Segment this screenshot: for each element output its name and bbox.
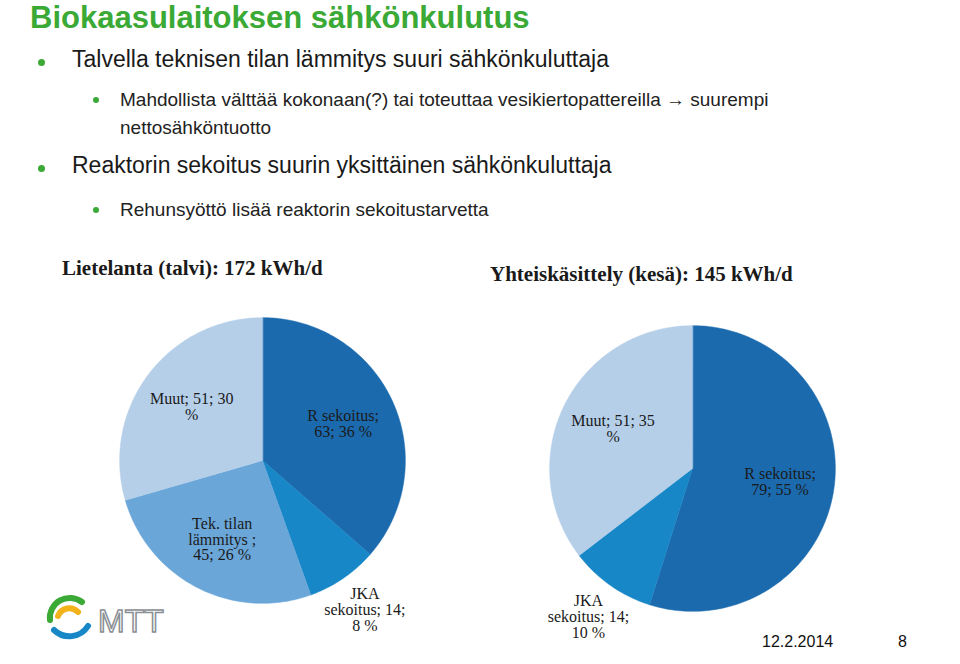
svg-text:MTT: MTT bbox=[98, 603, 164, 639]
svg-text:Tek. tilanlämmitys ;45; 26 %: Tek. tilanlämmitys ;45; 26 % bbox=[188, 515, 256, 564]
html-text:Mahdollista välttää kokonaan(?: Mahdollista välttää kokonaan(?) tai tote… bbox=[120, 89, 769, 138]
html-text:Yhteiskäsittely (kesä): 145 kW: Yhteiskäsittely (kesä): 145 kWh/d bbox=[490, 262, 793, 286]
svg-text:R sekoitus;79; 55 %: R sekoitus;79; 55 % bbox=[744, 465, 816, 498]
html-text:Reaktorin sekoitus suurin yksi: Reaktorin sekoitus suurin yksittäinen sä… bbox=[72, 152, 612, 178]
svg-text:Muut; 51; 30%: Muut; 51; 30% bbox=[150, 390, 234, 423]
svg-text:R sekoitus;63; 36 %: R sekoitus;63; 36 % bbox=[307, 407, 379, 440]
html-text:Talvella teknisen tilan lämmit: Talvella teknisen tilan lämmitys suuri s… bbox=[72, 46, 609, 72]
html-text:12.2.2014: 12.2.2014 bbox=[762, 633, 834, 650]
svg-text:Muut; 51; 35%: Muut; 51; 35% bbox=[571, 412, 655, 445]
html-text:Biokaasulaitoksen sähkönkulutu: Biokaasulaitoksen sähkönkulutus bbox=[30, 0, 530, 35]
svg-text:JKAsekoitus; 14;8 %: JKAsekoitus; 14;8 % bbox=[324, 585, 405, 634]
html-text:Lietelanta (talvi): 172 kWh/d: Lietelanta (talvi): 172 kWh/d bbox=[62, 256, 323, 280]
svg-text:JKAsekoitus; 14;10 %: JKAsekoitus; 14;10 % bbox=[548, 592, 629, 641]
html-text:8: 8 bbox=[898, 633, 907, 650]
html-text:Rehunsyöttö lisää reaktorin se: Rehunsyöttö lisää reaktorin sekoitustarv… bbox=[120, 199, 489, 220]
